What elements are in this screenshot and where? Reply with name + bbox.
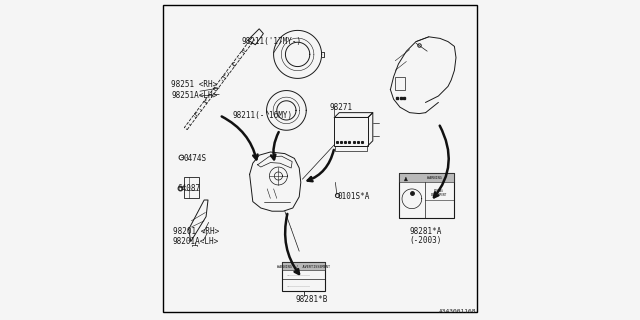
Text: WARNING  /  AVERTISSEMENT: WARNING / AVERTISSEMENT: [277, 265, 330, 269]
Text: 98211('17MY-): 98211('17MY-): [242, 37, 301, 46]
Text: 98201 <RH>: 98201 <RH>: [173, 228, 219, 236]
Text: 98281*A: 98281*A: [410, 228, 442, 236]
Text: ____________: ____________: [285, 284, 310, 287]
Bar: [334, 117, 368, 146]
Bar: [396, 77, 405, 90]
Text: 0101S*A: 0101S*A: [338, 192, 370, 201]
Text: 98271: 98271: [330, 103, 353, 112]
Text: AIRBAG
DEPLOYMENT: AIRBAG DEPLOYMENT: [431, 189, 447, 197]
Text: (-2003): (-2003): [410, 236, 442, 245]
Text: 98211(-'16MY): 98211(-'16MY): [233, 111, 293, 120]
Bar: [282, 262, 326, 270]
Bar: [282, 262, 326, 291]
Bar: [399, 173, 454, 218]
Text: WARNING: WARNING: [428, 175, 442, 180]
Text: 98201A<LH>: 98201A<LH>: [173, 237, 219, 246]
Text: 0474S: 0474S: [184, 154, 207, 163]
Text: 98251A<LH>: 98251A<LH>: [172, 92, 218, 100]
Text: ____________: ____________: [285, 273, 310, 276]
Text: 98251 <RH>: 98251 <RH>: [172, 80, 218, 89]
Text: 98281*B: 98281*B: [296, 295, 328, 304]
Bar: [184, 177, 200, 198]
Bar: [399, 173, 454, 182]
Bar: [335, 146, 367, 151]
Text: A343001168: A343001168: [439, 309, 477, 314]
Polygon shape: [404, 177, 408, 181]
Text: 64087: 64087: [178, 184, 201, 193]
